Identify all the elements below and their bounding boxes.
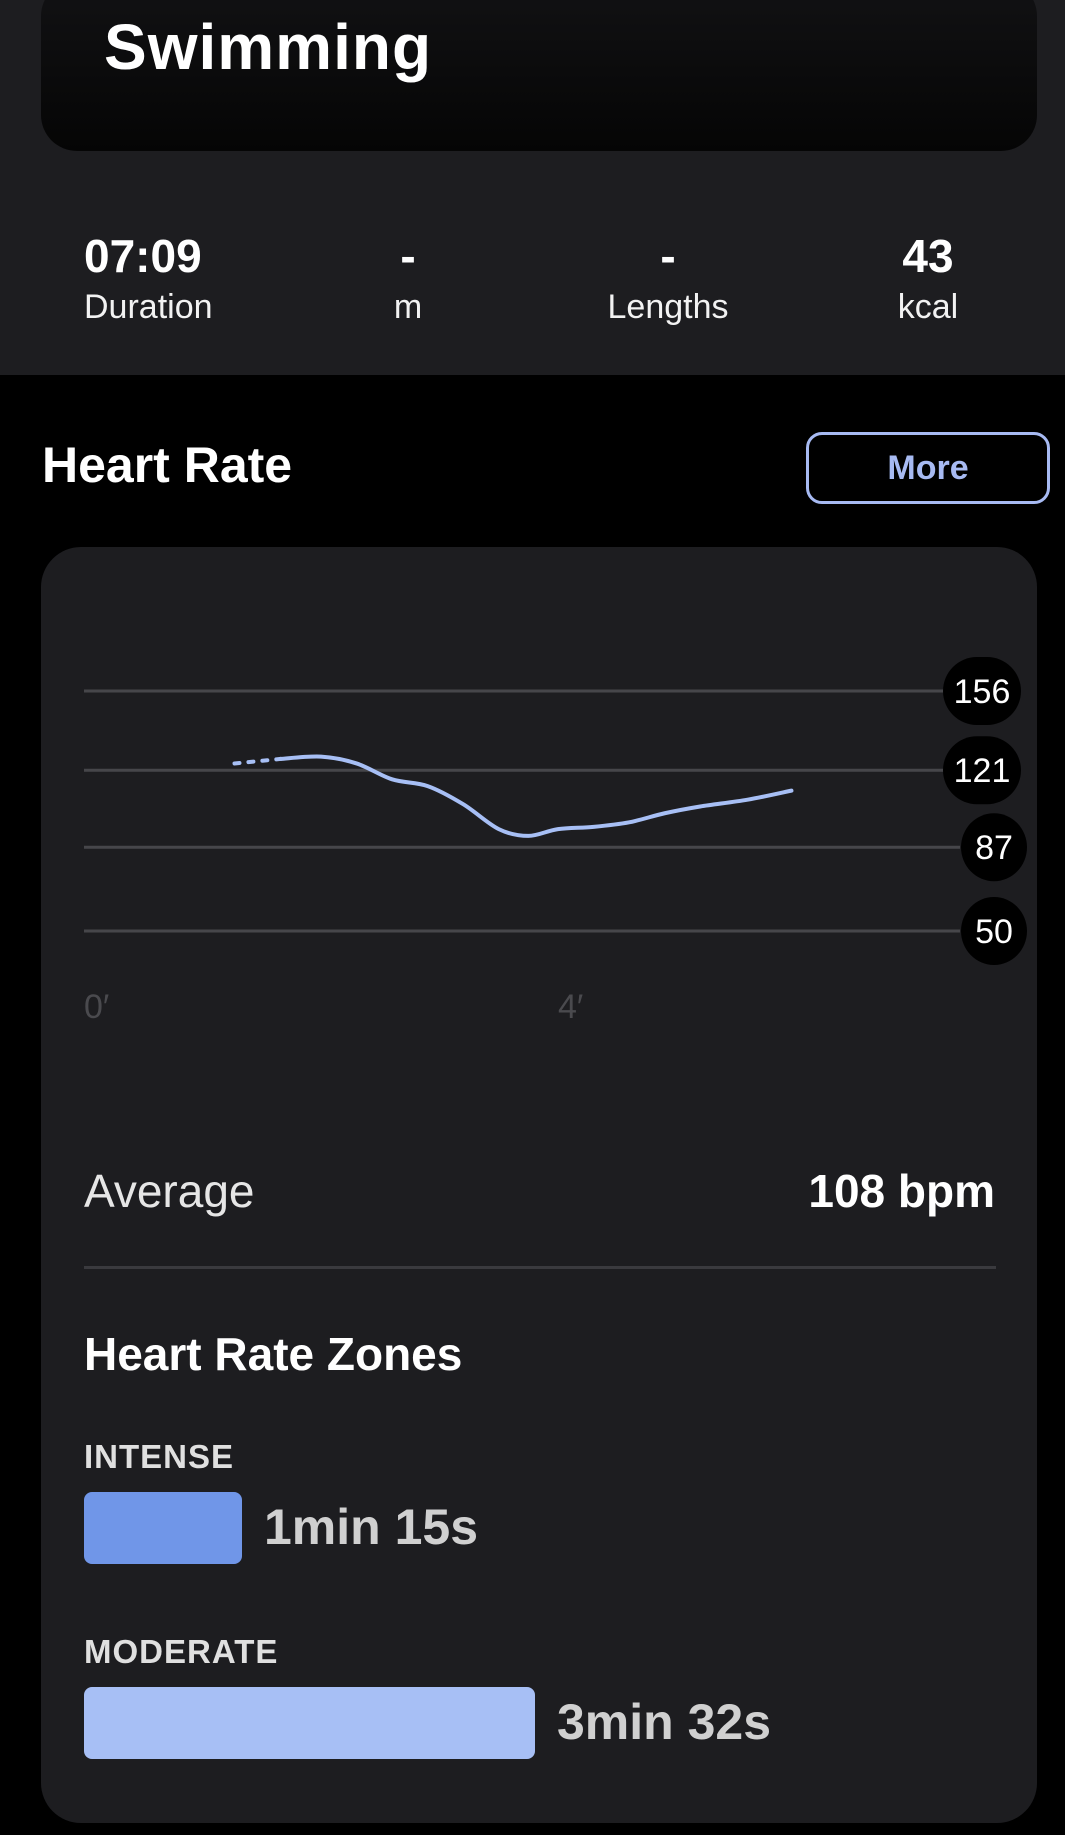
stat-value: - — [400, 230, 416, 282]
y-tick-label: 156 — [954, 673, 1011, 711]
divider — [84, 1266, 996, 1269]
zone-time-intense: 1min 15s — [264, 1499, 479, 1555]
y-tick-badge — [943, 657, 1021, 725]
zone-bar-intense — [84, 1492, 242, 1564]
stat-calories: 43 kcal — [828, 228, 1028, 330]
y-tick-badge — [961, 897, 1027, 965]
heart-rate-chart: 156 121 87 50 0′ 4′ — [84, 657, 1027, 1026]
zone-bar-moderate — [84, 1687, 535, 1759]
stat-value: 43 — [902, 230, 954, 282]
zone-time-moderate: 3min 32s — [557, 1694, 772, 1750]
x-tick-label: 0′ — [84, 988, 109, 1026]
y-tick-label: 50 — [975, 913, 1013, 951]
stat-label: m — [393, 288, 423, 326]
more-button[interactable]: More — [806, 432, 1050, 504]
average-label: Average — [84, 1165, 255, 1217]
stat-label: Lengths — [607, 288, 729, 326]
y-tick-badge — [943, 736, 1021, 805]
stat-distance: - m — [308, 228, 508, 330]
stat-label: Duration — [84, 288, 213, 326]
activity-title: Swimming — [104, 11, 433, 83]
zone-label-intense: INTENSE — [84, 1438, 235, 1475]
y-tick-label: 121 — [954, 752, 1011, 790]
heart-rate-line — [278, 754, 794, 838]
stat-label: kcal — [897, 288, 959, 326]
stat-lengths: - Lengths — [568, 228, 768, 330]
zone-label-moderate: MODERATE — [84, 1633, 279, 1670]
stat-value: 07:09 — [84, 230, 202, 282]
average-value: 108 bpm — [808, 1165, 995, 1217]
zones-title: Heart Rate Zones — [84, 1328, 463, 1380]
y-tick-label: 87 — [975, 829, 1013, 867]
stat-value: - — [660, 230, 676, 282]
heart-rate-card — [41, 547, 1037, 1823]
heart-rate-line-gap — [232, 756, 283, 766]
stat-duration: 07:09 Duration — [84, 228, 284, 330]
heart-rate-title: Heart Rate — [42, 437, 293, 493]
activity-header-card — [41, 0, 1037, 151]
x-tick-label: 4′ — [558, 988, 583, 1026]
y-tick-badge — [961, 813, 1027, 882]
